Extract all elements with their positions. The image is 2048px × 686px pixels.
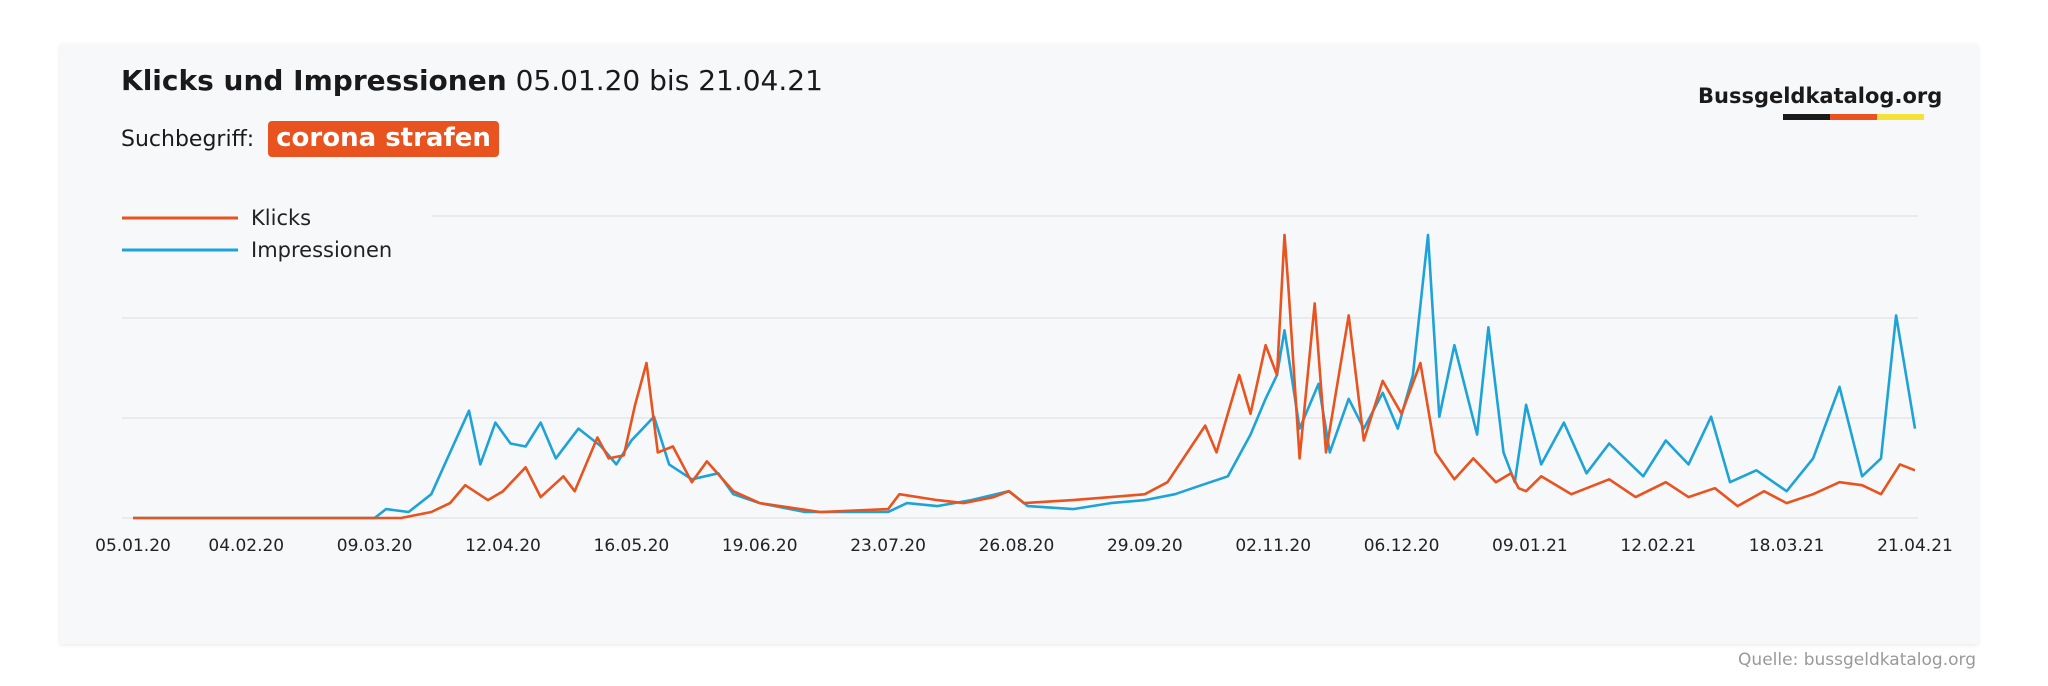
x-tick-label: 04.02.20 (208, 536, 284, 556)
grid-lines (122, 215, 1918, 519)
x-tick-label: 12.02.21 (1620, 536, 1696, 556)
x-axis-ticks: 05.01.20 04.02.20 09.03.20 12.04.20 16.05.20… (95, 536, 1953, 556)
x-tick-label: 05.01.20 (95, 536, 171, 556)
flag-gold-stripe (1877, 114, 1924, 120)
series-line-impressionen (133, 233, 1917, 520)
legend-label: Klicks (251, 206, 311, 230)
x-tick-label: 21.04.21 (1877, 536, 1953, 556)
x-tick-label: 02.11.20 (1235, 536, 1311, 556)
chart-title: Klicks und Impressionen 05.01.20 bis 21.… (121, 64, 823, 97)
x-tick-label: 26.08.20 (979, 536, 1055, 556)
x-tick-label: 06.12.20 (1364, 536, 1440, 556)
search-term-badge: corona strafen (268, 121, 499, 157)
x-tick-label: 09.03.20 (337, 536, 413, 556)
x-tick-label: 09.01.21 (1492, 536, 1568, 556)
source-note: Quelle: bussgeldkatalog.org (1738, 650, 1976, 670)
x-tick-label: 16.05.20 (594, 536, 670, 556)
search-label: Suchbegriff: (121, 126, 255, 152)
search-term-row: Suchbegriff: corona strafen (121, 121, 499, 157)
flag-black-stripe (1783, 114, 1830, 120)
x-tick-label: 19.06.20 (722, 536, 798, 556)
series-line-klicks (133, 233, 1916, 520)
legend: Klicks Impressionen (122, 206, 392, 262)
x-tick-label: 23.07.20 (850, 536, 926, 556)
x-tick-label: 12.04.20 (465, 536, 541, 556)
brand-flag-underline (1783, 114, 1924, 120)
flag-red-stripe (1830, 114, 1877, 120)
brand-logo-text: Bussgeldkatalog.org (1698, 84, 1943, 108)
series-lines (133, 233, 1917, 520)
x-tick-label: 18.03.21 (1749, 536, 1825, 556)
chart-title-range: 05.01.20 bis 21.04.21 (515, 64, 823, 97)
legend-label: Impressionen (251, 238, 392, 262)
chart-title-bold: Klicks und Impressionen (121, 64, 507, 97)
x-tick-label: 29.09.20 (1107, 536, 1183, 556)
